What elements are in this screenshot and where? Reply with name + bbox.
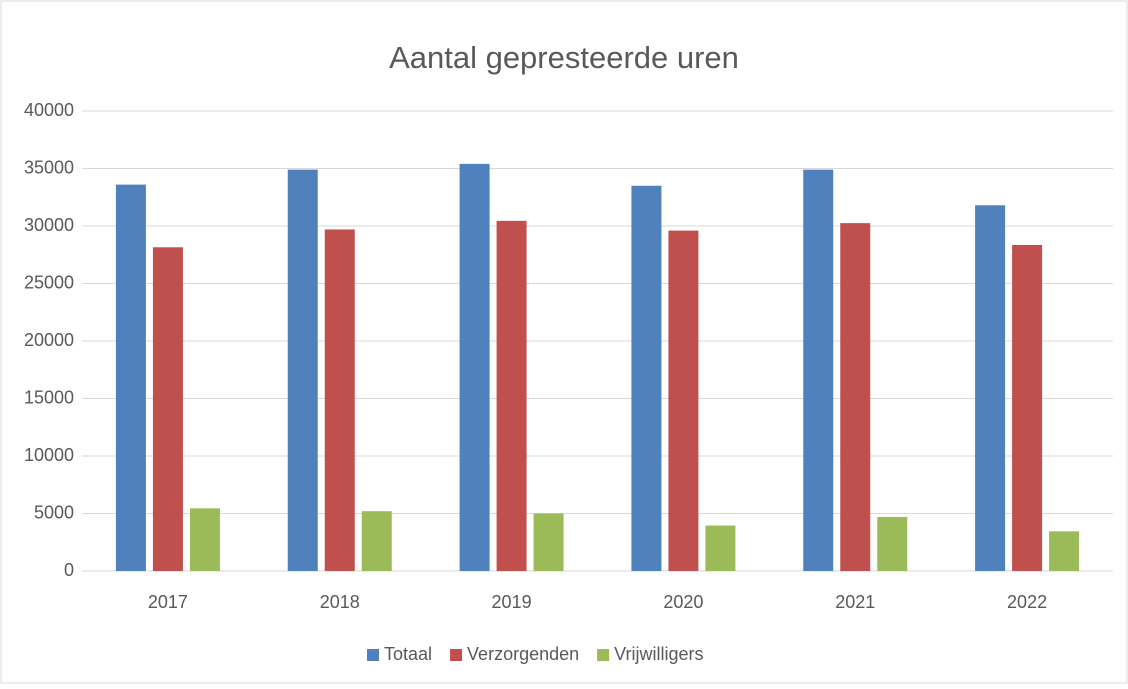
bar xyxy=(975,205,1006,572)
bar xyxy=(533,513,564,571)
bar xyxy=(877,516,908,571)
bar xyxy=(361,511,392,571)
y-tick-label: 35000 xyxy=(24,157,74,177)
legend-swatch xyxy=(367,649,379,661)
legend-label: Vrijwilligers xyxy=(614,644,703,664)
x-tick-label: 2019 xyxy=(492,592,532,612)
bar xyxy=(1012,244,1043,571)
y-tick-label: 10000 xyxy=(24,445,74,465)
y-tick-label: 40000 xyxy=(24,100,74,120)
legend-label: Verzorgenden xyxy=(467,644,579,664)
bar xyxy=(496,220,527,571)
bar xyxy=(1049,531,1080,571)
bar xyxy=(152,247,183,571)
legend-swatch xyxy=(450,649,463,661)
x-tick-label: 2021 xyxy=(835,592,875,612)
legend-label: Totaal xyxy=(384,644,432,664)
y-tick-label: 25000 xyxy=(24,272,74,292)
bar xyxy=(459,163,490,571)
bar xyxy=(668,230,699,571)
bar xyxy=(189,508,220,571)
chart-title: Aantal gepresteerde uren xyxy=(389,40,739,75)
y-tick-label: 5000 xyxy=(34,502,74,522)
x-tick-label: 2018 xyxy=(320,592,360,612)
x-tick-label: 2022 xyxy=(1007,592,1047,612)
bar xyxy=(705,525,736,571)
y-tick-label: 20000 xyxy=(24,330,74,350)
bar xyxy=(115,184,146,571)
x-tick-label: 2017 xyxy=(148,592,188,612)
y-tick-label: 15000 xyxy=(24,387,74,407)
legend-swatch xyxy=(597,649,610,661)
y-tick-label: 30000 xyxy=(24,215,74,235)
y-tick-label: 0 xyxy=(64,560,74,580)
x-tick-label: 2020 xyxy=(663,592,703,612)
bar xyxy=(803,169,834,571)
bar xyxy=(287,169,318,571)
bar xyxy=(631,185,662,571)
bar xyxy=(840,223,871,571)
bar xyxy=(324,229,355,571)
